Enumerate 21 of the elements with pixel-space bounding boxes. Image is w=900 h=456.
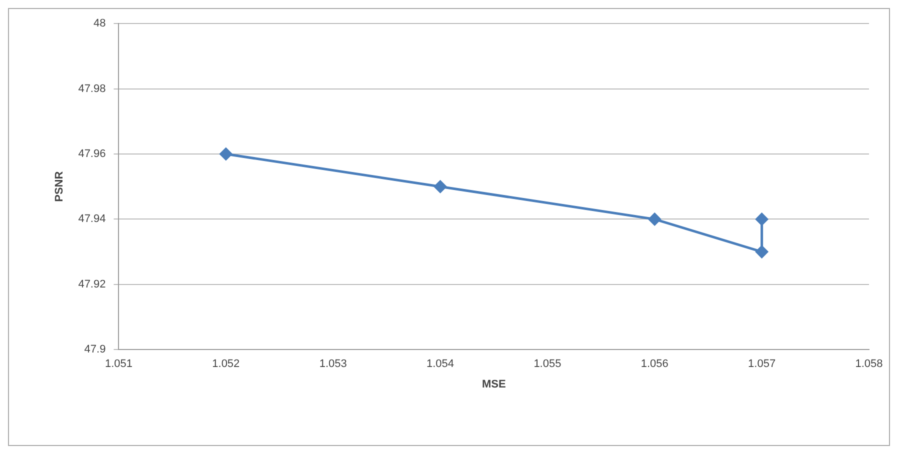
- point: [648, 212, 661, 226]
- x-tick-label: 1.054: [426, 358, 454, 370]
- point: [434, 180, 447, 193]
- y-tick-label: 48: [93, 18, 106, 30]
- x-tick-label: 1.051: [104, 358, 132, 370]
- y-tick-label: 47.9: [84, 344, 106, 356]
- point: [756, 246, 768, 258]
- y-tick-label: 47.92: [78, 278, 106, 290]
- y-tick-label: 47.98: [78, 82, 106, 95]
- x-tick-label: 1.056: [640, 358, 668, 370]
- y-tick-label: 47.96: [78, 148, 106, 160]
- y-tick-label: 47.94: [78, 213, 106, 226]
- point: [756, 212, 768, 226]
- x-tick-label: 1.052: [212, 358, 240, 370]
- x-tick-label: 1.057: [748, 358, 776, 370]
- point: [220, 148, 232, 160]
- x-tick-label: 1.058: [855, 358, 883, 370]
- x-axis-title: MSE: [482, 378, 506, 390]
- x-tick-label: 1.053: [319, 358, 347, 370]
- x-tick-label: 1.055: [534, 358, 562, 370]
- y-axis-title: PSNR: [54, 171, 66, 202]
